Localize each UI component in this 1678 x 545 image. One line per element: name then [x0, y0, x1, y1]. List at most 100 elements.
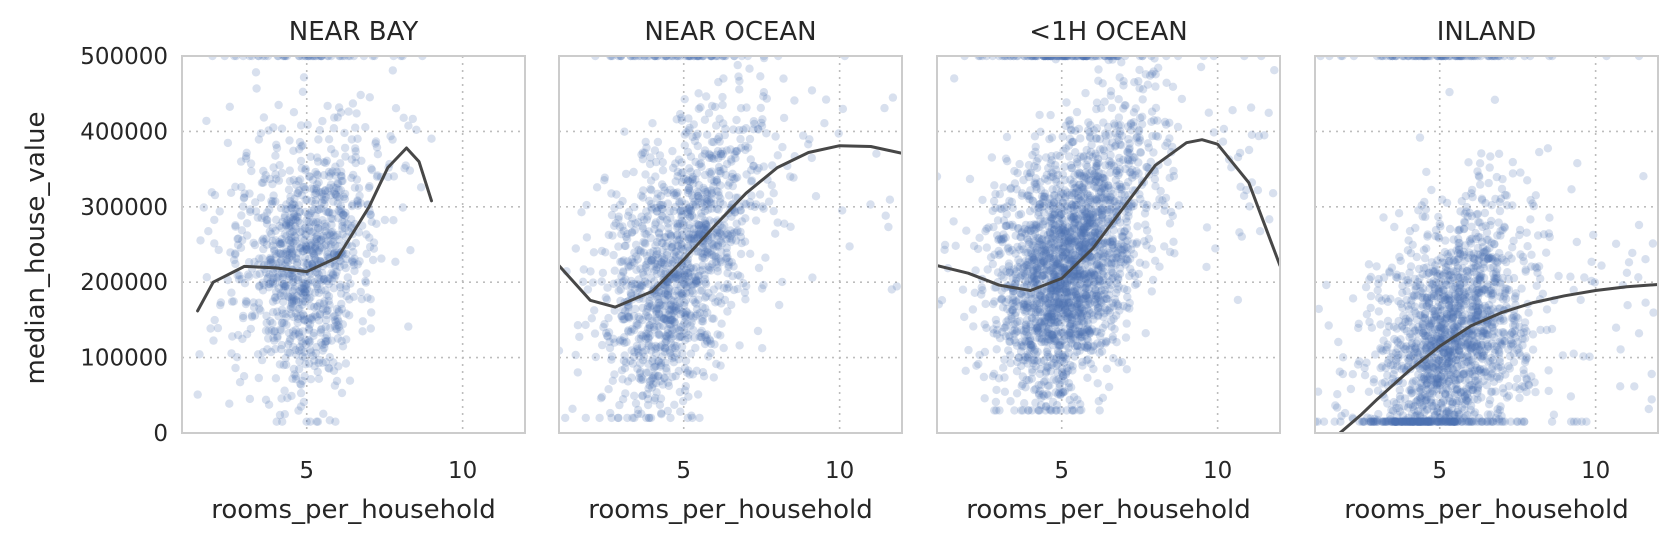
- data-point: [647, 274, 656, 283]
- data-point: [1052, 303, 1061, 312]
- data-point: [338, 224, 347, 233]
- data-point: [624, 327, 633, 336]
- data-point: [310, 361, 319, 371]
- data-point: [320, 275, 329, 284]
- data-point: [694, 89, 703, 98]
- data-point: [666, 315, 675, 325]
- data-point: [668, 326, 677, 335]
- data-point: [1155, 195, 1164, 204]
- data-point: [663, 378, 673, 387]
- data-point: [349, 170, 358, 180]
- data-point: [1092, 175, 1101, 185]
- data-point: [241, 299, 251, 309]
- data-point: [683, 56, 692, 61]
- data-point: [670, 318, 679, 327]
- data-point: [680, 312, 690, 321]
- data-point: [1024, 406, 1033, 415]
- data-point: [683, 147, 693, 157]
- data-point: [1067, 200, 1077, 209]
- data-point: [309, 249, 319, 259]
- data-point: [313, 256, 322, 266]
- data-point: [1135, 84, 1144, 93]
- data-point: [1515, 393, 1524, 403]
- data-point: [716, 194, 725, 203]
- data-point: [314, 316, 324, 325]
- data-point: [1026, 168, 1036, 177]
- data-point: [680, 56, 690, 61]
- data-point: [340, 194, 350, 204]
- data-point: [658, 264, 668, 274]
- data-point: [406, 246, 415, 255]
- data-point: [345, 295, 354, 304]
- data-point: [321, 186, 330, 195]
- data-point: [295, 328, 304, 337]
- data-point: [685, 56, 694, 61]
- data-point: [669, 331, 678, 341]
- data-point: [682, 288, 691, 297]
- data-point: [692, 275, 701, 285]
- data-point: [1018, 379, 1027, 389]
- data-point: [252, 270, 261, 279]
- data-point: [641, 137, 650, 147]
- data-point: [1066, 256, 1075, 266]
- data-point: [271, 236, 280, 245]
- data-point: [597, 277, 606, 286]
- data-point: [325, 416, 334, 425]
- data-point: [652, 207, 662, 216]
- data-point: [334, 241, 343, 251]
- data-point: [674, 268, 683, 277]
- data-point: [688, 413, 697, 423]
- data-point: [300, 56, 309, 61]
- data-point: [328, 214, 337, 224]
- data-point: [1055, 211, 1065, 220]
- data-point: [1098, 193, 1108, 203]
- data-point: [329, 183, 338, 192]
- data-point: [714, 154, 723, 163]
- data-point: [300, 297, 310, 306]
- data-point: [1054, 340, 1063, 350]
- data-point: [389, 172, 399, 181]
- data-point: [673, 172, 682, 181]
- data-point: [1034, 389, 1044, 398]
- data-point: [674, 236, 683, 245]
- data-point: [329, 312, 338, 321]
- data-point: [717, 299, 726, 308]
- data-point: [708, 240, 717, 249]
- data-point: [714, 77, 723, 87]
- data-point: [278, 239, 287, 248]
- data-point: [682, 283, 691, 292]
- data-point: [1130, 153, 1139, 162]
- data-point: [281, 255, 291, 264]
- data-point: [1128, 268, 1137, 277]
- data-point: [706, 266, 716, 275]
- data-point: [278, 309, 288, 318]
- data-point: [1102, 364, 1112, 373]
- data-point: [735, 202, 744, 211]
- data-point: [1069, 292, 1079, 301]
- data-point: [661, 242, 671, 251]
- data-point: [323, 306, 332, 315]
- data-point: [657, 360, 666, 370]
- data-point: [635, 314, 644, 324]
- data-point: [1124, 135, 1133, 144]
- data-point: [676, 323, 685, 332]
- data-point: [685, 224, 694, 233]
- data-point: [673, 56, 682, 61]
- data-point: [716, 198, 725, 207]
- data-point: [1037, 246, 1047, 255]
- data-point: [676, 282, 685, 291]
- data-point: [1008, 298, 1018, 307]
- data-point: [298, 297, 308, 306]
- data-point: [1062, 98, 1071, 107]
- data-point: [1165, 173, 1174, 182]
- data-point: [296, 156, 306, 166]
- data-point: [732, 228, 741, 237]
- data-point: [284, 185, 294, 194]
- data-point: [1151, 103, 1161, 113]
- data-point: [311, 310, 320, 319]
- data-point: [314, 358, 323, 368]
- data-point: [988, 56, 997, 61]
- data-point: [726, 226, 735, 235]
- data-point: [681, 328, 691, 337]
